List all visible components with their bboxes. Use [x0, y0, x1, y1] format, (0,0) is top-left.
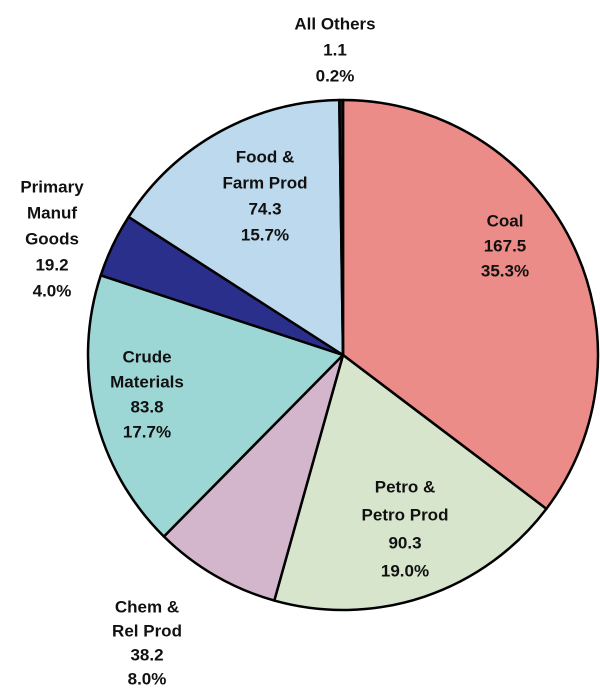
percent-label: 35.3%	[481, 261, 529, 280]
slice-label: Food &	[236, 147, 295, 166]
percent-label: 8.0%	[128, 669, 167, 688]
slice	[341, 98, 600, 511]
percent-label: 19.0%	[381, 561, 429, 580]
slice-label: Manuf	[27, 203, 77, 222]
slice-label: Chem &	[115, 597, 179, 616]
value-label: 19.2	[35, 255, 68, 274]
slice-label: Rel Prod	[112, 621, 182, 640]
slice	[86, 274, 345, 538]
percent-label: 15.7%	[241, 225, 289, 244]
percent-label: 17.7%	[123, 422, 171, 441]
slice-label: Petro Prod	[362, 505, 449, 524]
slice	[162, 353, 345, 602]
slice	[127, 98, 345, 357]
value-label: 83.8	[130, 397, 163, 416]
value-label: 74.3	[248, 199, 281, 218]
slice-label: All Others	[294, 14, 375, 33]
slice-label: Materials	[110, 372, 184, 391]
slice-label: Goods	[25, 229, 79, 248]
slice-label: Crude	[122, 347, 171, 366]
value-label: 90.3	[388, 533, 421, 552]
value-label: 167.5	[484, 236, 527, 255]
slice	[273, 353, 548, 612]
slice-label: Farm Prod	[222, 173, 307, 192]
slice-label: Petro &	[375, 477, 435, 496]
percent-label: 0.2%	[316, 66, 355, 85]
slice-label: Coal	[487, 211, 524, 230]
slice-label: Primary	[20, 177, 84, 196]
percent-label: 4.0%	[33, 281, 72, 300]
value-label: 1.1	[323, 40, 347, 59]
value-label: 38.2	[130, 645, 163, 664]
slice	[338, 98, 345, 357]
